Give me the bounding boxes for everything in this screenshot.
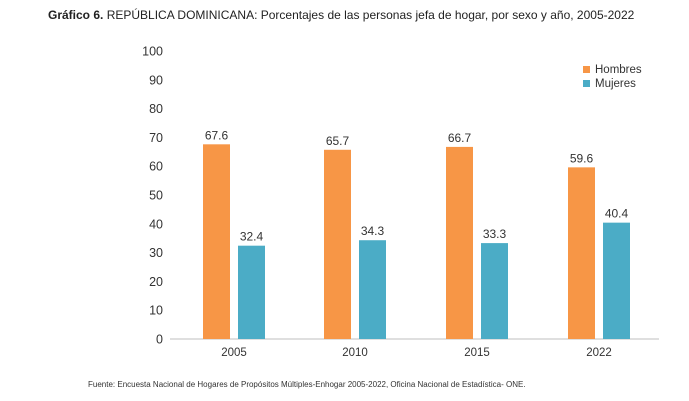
y-tick-label: 70 [149,131,163,145]
y-tick-label: 0 [156,333,163,347]
legend-label-hombres: Hombres [595,64,642,76]
y-tick-label: 20 [149,275,163,289]
legend-label-mujeres: Mujeres [595,78,636,90]
data-label-mujeres-2015: 33.3 [483,227,507,241]
data-label-mujeres-2010: 34.3 [361,224,385,238]
x-axis-ticks: 2005 2010 2015 2022 [221,347,612,359]
chart-title-prefix: Gráfico 6. [48,8,104,22]
data-label-mujeres-2022: 40.4 [605,207,629,221]
legend-swatch-hombres [583,66,590,73]
bar-hombres-2010 [324,149,351,339]
bar-hombres-2022 [568,167,595,339]
bar-mujeres-2022 [603,222,630,339]
bar-mujeres-2005 [238,245,265,339]
source-note: Fuente: Encuesta Nacional de Hogares de … [88,380,526,389]
legend: Hombres Mujeres [583,64,642,90]
data-label-mujeres-2005: 32.4 [240,230,264,244]
data-label-hombres-2015: 66.7 [448,131,472,145]
data-label-hombres-2022: 59.6 [570,151,594,165]
y-tick-label: 60 [149,160,163,174]
legend-swatch-mujeres [583,80,590,87]
data-label-hombres-2005: 67.6 [205,128,229,142]
chart-title-text: REPÚBLICA DOMINICANA: Porcentajes de las… [106,8,635,22]
x-tick-label: 2005 [221,347,247,359]
bar-hombres-2005 [203,144,230,339]
y-tick-label: 90 [149,73,163,87]
y-tick-label: 30 [149,246,163,260]
x-tick-label: 2010 [342,347,368,359]
x-tick-label: 2022 [586,347,612,359]
bar-mujeres-2015 [481,243,508,339]
y-tick-label: 50 [149,189,163,203]
y-tick-label: 10 [149,304,163,318]
chart-title: Gráfico 6. REPÚBLICA DOMINICANA: Porcent… [48,8,634,22]
bar-mujeres-2010 [359,240,386,339]
x-tick-label: 2015 [464,347,490,359]
y-tick-label: 80 [149,102,163,116]
y-tick-label: 100 [142,45,163,59]
y-axis-ticks: 0 10 20 30 40 50 60 70 80 90 100 [142,45,163,347]
data-label-hombres-2010: 65.7 [326,134,350,148]
y-tick-label: 40 [149,217,163,231]
bars-group: 67.6 65.7 66.7 59.6 32.4 34.3 33.3 40.4 [203,128,630,339]
bar-hombres-2015 [446,146,473,339]
